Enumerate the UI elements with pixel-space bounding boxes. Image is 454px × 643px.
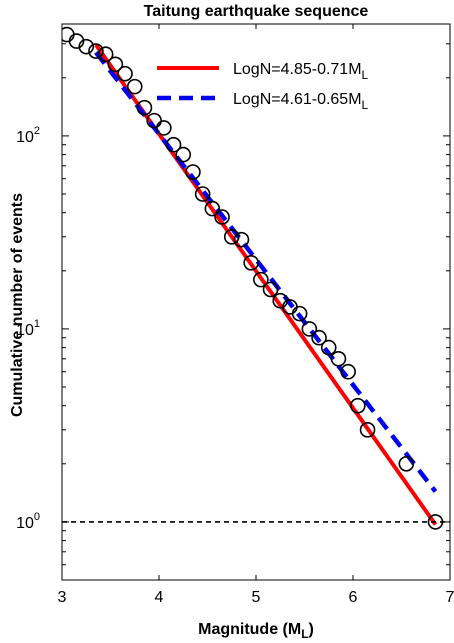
y-tick-label-exponent: 2	[34, 125, 40, 137]
data-point	[214, 209, 230, 225]
x-tick-label: 6	[349, 589, 358, 606]
data-point	[330, 350, 347, 367]
fit-line-dashed-blue	[94, 51, 438, 493]
legend-label-subscript: L	[362, 98, 369, 112]
y-axis-label: Cumulative number of events	[9, 193, 26, 417]
y-tick-label: 100	[16, 511, 40, 532]
data-point	[427, 514, 444, 530]
data-point	[262, 281, 279, 298]
y-tick-label: 102	[16, 125, 40, 146]
x-axis-label: Magnitude (ML)	[198, 621, 314, 641]
legend-label-subscript: L	[362, 68, 369, 82]
y-tick-label-base: 10	[16, 322, 34, 339]
legend-label-main: LogN=4.85-0.71M	[233, 61, 362, 78]
data-point	[136, 99, 153, 116]
data-point	[253, 271, 269, 288]
data-point	[175, 146, 192, 163]
legend-label: LogN=4.61-0.65ML	[233, 91, 369, 112]
data-point	[126, 78, 143, 95]
data-point	[185, 164, 201, 180]
data-point	[291, 305, 308, 322]
data-point	[88, 43, 104, 59]
x-axis-label-end: )	[309, 621, 314, 638]
data-point	[233, 231, 250, 248]
chart-title: Taitung earthquake sequence	[144, 3, 369, 20]
y-tick-label-exponent: 0	[34, 511, 40, 523]
data-point	[165, 136, 182, 153]
data-point	[117, 65, 133, 82]
data-point	[223, 229, 240, 245]
data-point	[194, 186, 211, 202]
plot-area	[62, 26, 450, 530]
y-tick-label-base: 10	[16, 129, 34, 146]
data-point	[340, 363, 356, 380]
data-point	[243, 255, 259, 271]
data-point	[350, 397, 366, 414]
y-tick-label: 101	[16, 318, 40, 339]
x-tick-label: 7	[446, 589, 454, 606]
x-tick-label: 5	[252, 589, 261, 606]
data-point	[311, 329, 327, 346]
data-point	[78, 38, 95, 55]
data-point	[398, 456, 415, 472]
legend-label: LogN=4.85-0.71ML	[233, 61, 369, 82]
x-tick-label: 3	[58, 589, 67, 606]
x-axis-label-main: Magnitude (M	[198, 621, 301, 638]
data-point	[320, 339, 337, 356]
data-point	[301, 321, 318, 337]
data-point	[107, 56, 124, 73]
data-point	[156, 120, 172, 136]
data-point	[359, 422, 376, 438]
x-tick-label: 4	[155, 589, 164, 606]
y-tick-label-exponent: 1	[34, 318, 40, 330]
data-point	[97, 46, 114, 63]
legend-label-main: LogN=4.61-0.65M	[233, 91, 362, 108]
y-tick-label-base: 10	[16, 515, 34, 532]
data-point	[68, 33, 85, 49]
x-axis-label-subscript: L	[301, 627, 308, 641]
data-point	[204, 200, 221, 217]
